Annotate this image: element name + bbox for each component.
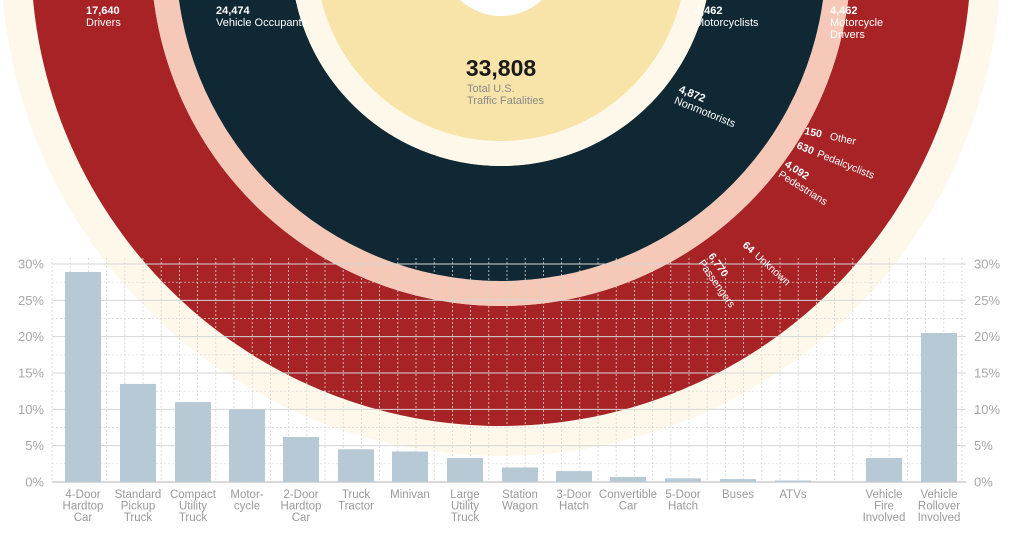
- category-label: Vehicle: [920, 489, 957, 501]
- category-label: Truck: [124, 512, 153, 524]
- bar: [866, 458, 902, 482]
- category-label: Station: [502, 489, 538, 501]
- bar: [65, 271, 101, 482]
- category-label: Involved: [918, 512, 961, 524]
- category-label: Utility: [451, 501, 479, 513]
- category-label: Large: [450, 489, 479, 501]
- category-label: Car: [74, 512, 93, 524]
- category-label: Tractor: [338, 501, 374, 513]
- occupants-label: Vehicle Occupants: [216, 17, 308, 29]
- category-label: Car: [292, 512, 311, 524]
- occupants-value: 24,474: [216, 5, 251, 17]
- bar: [392, 451, 428, 482]
- category-label: Pickup: [121, 501, 156, 513]
- category-label: 2-Door: [283, 489, 318, 501]
- y-tick-label-left: 20%: [18, 329, 44, 344]
- vehicle-occupants-segment: [179, 0, 823, 281]
- y-tick-label-right: 30%: [974, 257, 1000, 272]
- y-tick-label-left: 15%: [18, 366, 44, 381]
- category-label: Buses: [722, 489, 754, 501]
- bar: [229, 409, 265, 482]
- category-label: Truck: [342, 489, 371, 501]
- y-tick-label-right: 0%: [974, 475, 993, 490]
- bar: [610, 476, 646, 482]
- category-label: Involved: [863, 512, 906, 524]
- category-label: 3-Door: [556, 489, 591, 501]
- category-label: Convertible: [599, 489, 657, 501]
- y-tick-label-right: 15%: [974, 366, 1000, 381]
- category-label: Standard: [115, 489, 162, 501]
- category-label: Truck: [451, 512, 480, 524]
- bar: [447, 458, 483, 482]
- total-value: 33,808: [466, 55, 537, 81]
- category-label: Hardtop: [63, 501, 104, 513]
- bar: [665, 478, 701, 482]
- y-tick-label-left: 0%: [25, 475, 44, 490]
- y-tick-label-right: 10%: [974, 402, 1000, 417]
- bar: [283, 436, 319, 482]
- center-disc: [321, 0, 681, 141]
- center-hole: [460, 0, 542, 16]
- bar: [120, 383, 156, 482]
- category-label: Hatch: [559, 501, 589, 513]
- category-label: ATVs: [779, 489, 807, 501]
- drivers-segment: [33, 0, 969, 426]
- drivers-label: Drivers: [86, 17, 121, 29]
- drivers-value: 17,640: [86, 5, 120, 17]
- category-label: 4-Door: [65, 489, 100, 501]
- y-tick-label-right: 25%: [974, 293, 1000, 308]
- y-tick-label-left: 25%: [18, 293, 44, 308]
- y-tick-label-left: 10%: [18, 402, 44, 417]
- motorcyclists-label: Motorcyclists: [695, 17, 759, 29]
- category-label: Compact: [170, 489, 217, 501]
- category-label: Wagon: [502, 501, 538, 513]
- category-label: Rollover: [918, 501, 960, 513]
- y-tick-label-left: 5%: [25, 438, 44, 453]
- other-value: 150: [803, 125, 823, 140]
- bar: [175, 402, 211, 482]
- total-label-1: Total U.S.: [467, 83, 515, 95]
- category-label: Hardtop: [281, 501, 322, 513]
- category-label: Hatch: [668, 501, 698, 513]
- category-label: Vehicle: [865, 489, 902, 501]
- motorcyclists-value: 4,462: [695, 5, 723, 17]
- category-label: cycle: [234, 501, 260, 513]
- category-label: Car: [619, 501, 638, 513]
- mc-drivers-label-2: Drivers: [830, 29, 865, 41]
- y-tick-label-left: 30%: [18, 257, 44, 272]
- bar: [720, 479, 756, 482]
- y-tick-label-right: 5%: [974, 438, 993, 453]
- category-label: Minivan: [390, 489, 430, 501]
- category-label: 5-Door: [665, 489, 700, 501]
- category-label: Utility: [179, 501, 207, 513]
- other-label: Other: [829, 131, 858, 148]
- category-label: Truck: [179, 512, 208, 524]
- bar: [775, 480, 811, 482]
- y-tick-label-right: 20%: [974, 329, 1000, 344]
- mc-drivers-value: 4,462: [830, 5, 858, 17]
- bar: [556, 471, 592, 482]
- category-label: Motor-: [230, 489, 263, 501]
- bar: [502, 467, 538, 482]
- bar: [338, 449, 374, 482]
- bar: [921, 333, 957, 482]
- mc-drivers-label-1: Motorcycle: [830, 17, 883, 29]
- total-label-2: Traffic Fatalities: [467, 95, 545, 107]
- category-label: Fire: [874, 501, 894, 513]
